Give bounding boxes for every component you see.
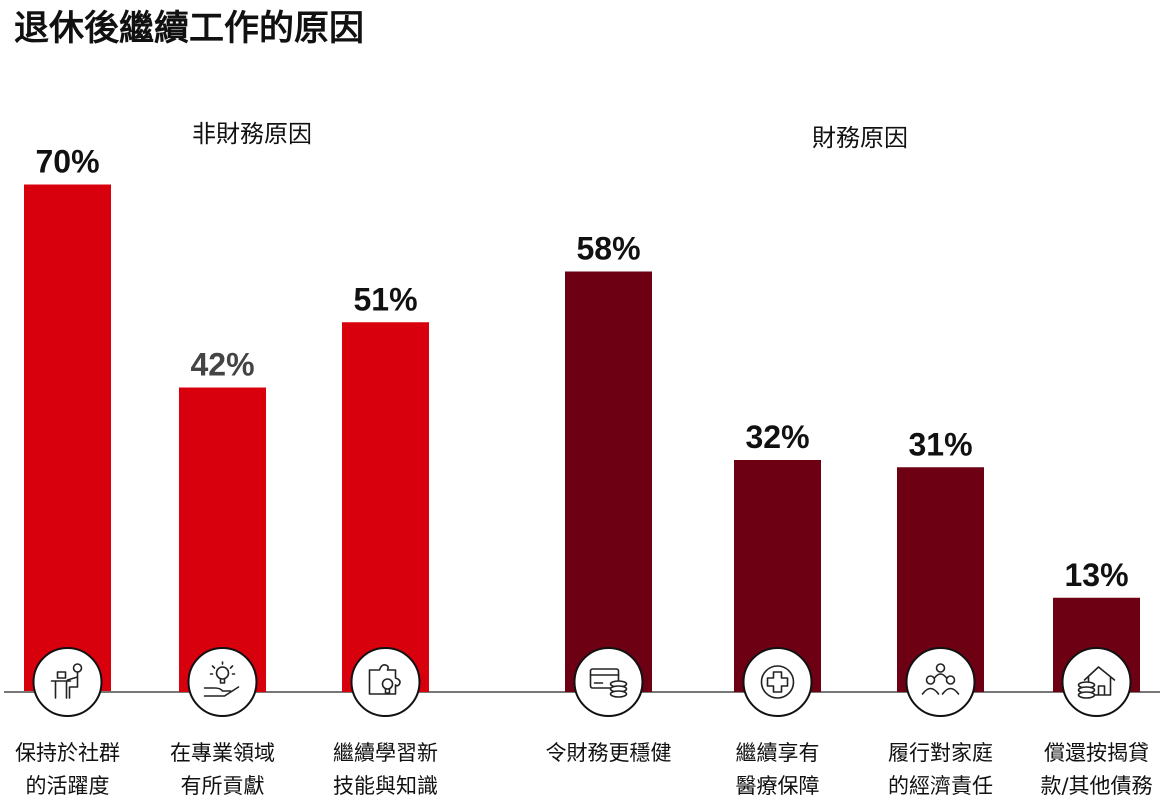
value-label: 42% — [190, 347, 254, 383]
hand-lightbulb-icon — [187, 647, 258, 717]
bar — [565, 271, 652, 692]
value-label: 32% — [745, 419, 809, 455]
family-group-icon — [905, 647, 976, 717]
group-label: 財務原因 — [812, 124, 908, 152]
category-label-line: 有所貢獻 — [181, 774, 265, 798]
category-label-line: 醫療保障 — [736, 774, 820, 798]
category-label-line: 款/其他債務 — [1040, 774, 1152, 798]
card-coins-icon — [573, 647, 644, 717]
category-label-line: 令財務更穩健 — [546, 741, 672, 765]
medical-cross-icon — [742, 647, 813, 717]
value-label: 51% — [353, 281, 417, 317]
bar — [179, 387, 266, 692]
value-label: 70% — [35, 144, 99, 180]
category-label-line: 技能與知識 — [333, 774, 438, 798]
category-label-line: 繼續學習新 — [333, 741, 438, 765]
category-label-line: 償還按揭貸 — [1044, 741, 1149, 765]
person-at-desk-icon — [32, 647, 103, 717]
group-label: 非財務原因 — [192, 120, 312, 148]
category-label-line: 的活躍度 — [26, 774, 110, 798]
category-label-line: 的經濟責任 — [888, 774, 993, 798]
category-label-line: 繼續享有 — [736, 741, 820, 765]
category-label: 令財務更穩健 — [546, 741, 672, 765]
house-coins-icon — [1061, 647, 1132, 717]
chart-title: 退休後繼續工作的原因 — [14, 9, 364, 49]
value-label: 31% — [908, 426, 972, 462]
bar — [342, 322, 429, 692]
puzzle-lightbulb-icon — [350, 647, 421, 717]
category-label-line: 履行對家庭 — [888, 741, 993, 765]
bar — [24, 184, 111, 692]
category-label-line: 在專業領域 — [170, 741, 275, 765]
value-label: 58% — [576, 231, 640, 267]
category-label-line: 保持於社群 — [15, 741, 120, 765]
value-label: 13% — [1064, 557, 1128, 593]
